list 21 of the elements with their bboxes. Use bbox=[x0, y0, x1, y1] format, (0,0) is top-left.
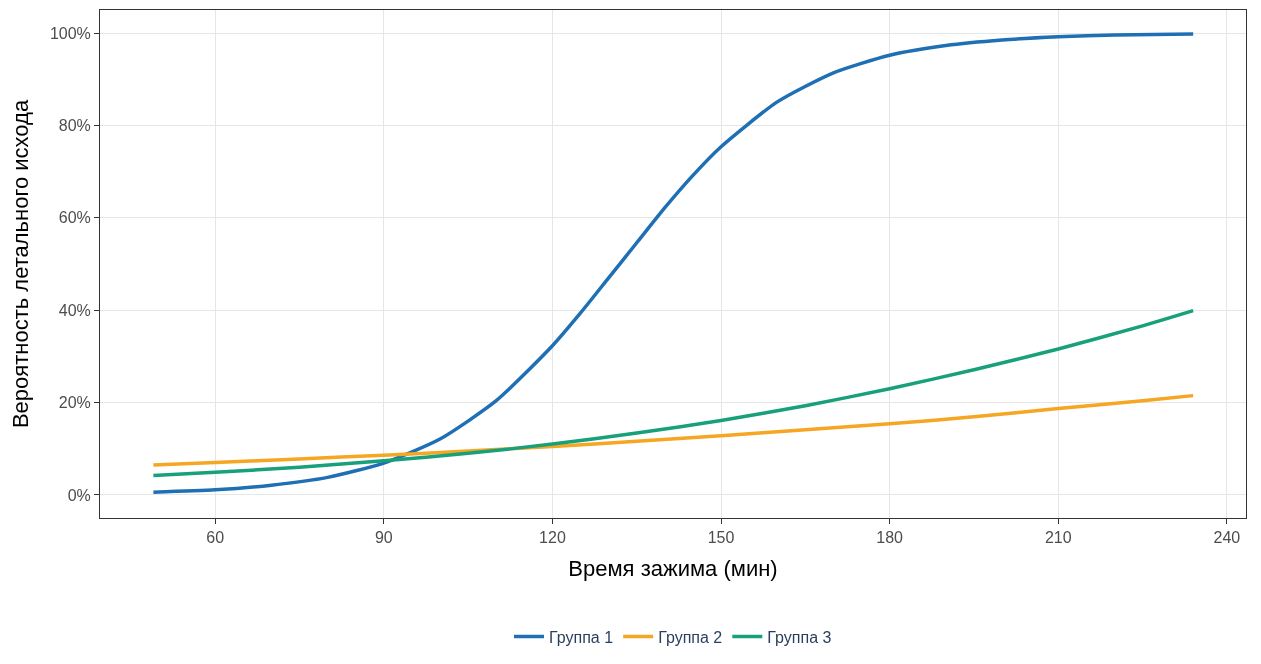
x-axis-title: Время зажима (мин) bbox=[568, 556, 778, 582]
line-series bbox=[151, 393, 1195, 467]
y-tick-label: 100% bbox=[49, 24, 91, 42]
x-tick-label: 90 bbox=[374, 529, 393, 547]
y-tick-label: 60% bbox=[58, 209, 91, 227]
line-series bbox=[151, 308, 1195, 478]
x-tick-label: 210 bbox=[1044, 529, 1072, 547]
y-axis-title: Вероятность летального исхода bbox=[7, 99, 33, 429]
legend-label: Группа 2 bbox=[658, 628, 723, 646]
x-tick-label: 120 bbox=[539, 529, 566, 547]
y-tick-label: 40% bbox=[58, 301, 91, 319]
x-tick-label: 240 bbox=[1213, 529, 1241, 547]
legend-label: Группа 3 bbox=[767, 628, 832, 646]
x-tick-label: 60 bbox=[206, 529, 225, 547]
x-tick-label: 180 bbox=[876, 529, 904, 547]
y-tick-label: 20% bbox=[58, 394, 91, 412]
line-series bbox=[151, 32, 1195, 494]
y-tick-label: 0% bbox=[67, 486, 91, 504]
x-tick-label: 150 bbox=[707, 529, 735, 547]
y-tick-label: 80% bbox=[58, 117, 91, 135]
legend-label: Группа 1 bbox=[549, 628, 614, 646]
